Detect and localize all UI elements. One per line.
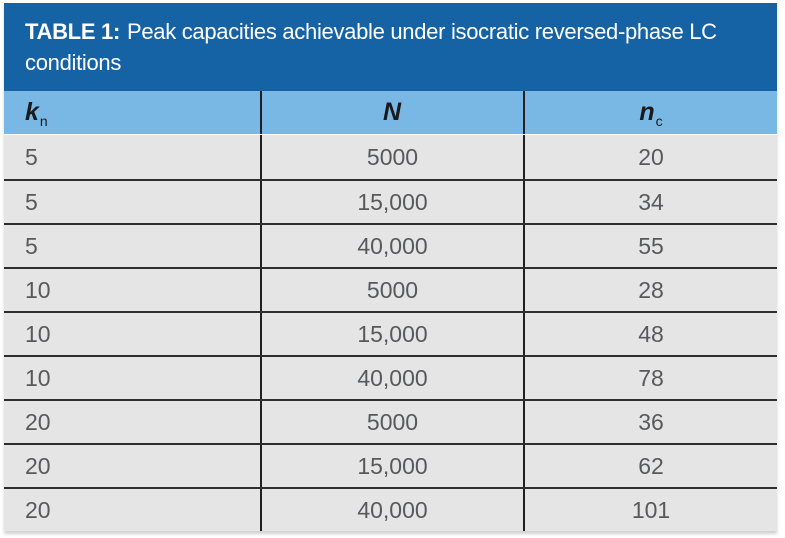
cell-nc: 48 — [523, 313, 777, 355]
table-row: 10 5000 28 — [4, 267, 777, 311]
cell-nc: 55 — [523, 225, 777, 267]
cell-N: 15,000 — [260, 181, 523, 223]
table-number-label: TABLE 1: — [25, 19, 120, 44]
cell-kn: 20 — [25, 408, 51, 435]
cell-N: 5000 — [260, 401, 523, 443]
table-1: TABLE 1: Peak capacities achievable under… — [4, 3, 777, 531]
table-title-text: Peak capacities achievable under isocrat… — [25, 19, 717, 75]
cell-nc: 62 — [523, 445, 777, 487]
cell-N: 5000 — [260, 269, 523, 311]
cell-kn: 20 — [25, 452, 51, 479]
cell-kn: 10 — [25, 276, 51, 303]
table-row: 5 5000 20 — [4, 135, 777, 179]
header-symbol-k: k — [25, 98, 39, 126]
header-symbol-n: n — [639, 98, 655, 126]
cell-N: 5000 — [260, 135, 523, 179]
cell-kn: 5 — [25, 143, 38, 170]
table-row: 20 15,000 62 — [4, 443, 777, 487]
table-row: 20 40,000 101 — [4, 487, 777, 531]
cell-kn: 5 — [25, 188, 38, 215]
cell-N: 15,000 — [260, 313, 523, 355]
cell-kn: 5 — [25, 232, 38, 259]
cell-nc: 28 — [523, 269, 777, 311]
table-title-bar: TABLE 1: Peak capacities achievable under… — [4, 3, 777, 91]
table-row: 5 40,000 55 — [4, 223, 777, 267]
table-row: 5 15,000 34 — [4, 179, 777, 223]
cell-N: 40,000 — [260, 225, 523, 267]
header-subscript-n: n — [39, 112, 48, 129]
cell-N: 40,000 — [260, 489, 523, 531]
cell-nc: 78 — [523, 357, 777, 399]
cell-N: 40,000 — [260, 357, 523, 399]
cell-kn: 20 — [25, 496, 51, 523]
cell-nc: 34 — [523, 181, 777, 223]
header-subscript-c: c — [655, 112, 663, 129]
table-row: 20 5000 36 — [4, 399, 777, 443]
cell-nc: 20 — [523, 135, 777, 179]
cell-N: 15,000 — [260, 445, 523, 487]
column-header-N: N — [260, 91, 523, 134]
cell-kn: 10 — [25, 364, 51, 391]
table-row: 10 40,000 78 — [4, 355, 777, 399]
cell-nc: 101 — [523, 489, 777, 531]
cell-kn: 10 — [25, 320, 51, 347]
table-row: 10 15,000 48 — [4, 311, 777, 355]
header-symbol-N: N — [382, 98, 402, 126]
cell-nc: 36 — [523, 401, 777, 443]
